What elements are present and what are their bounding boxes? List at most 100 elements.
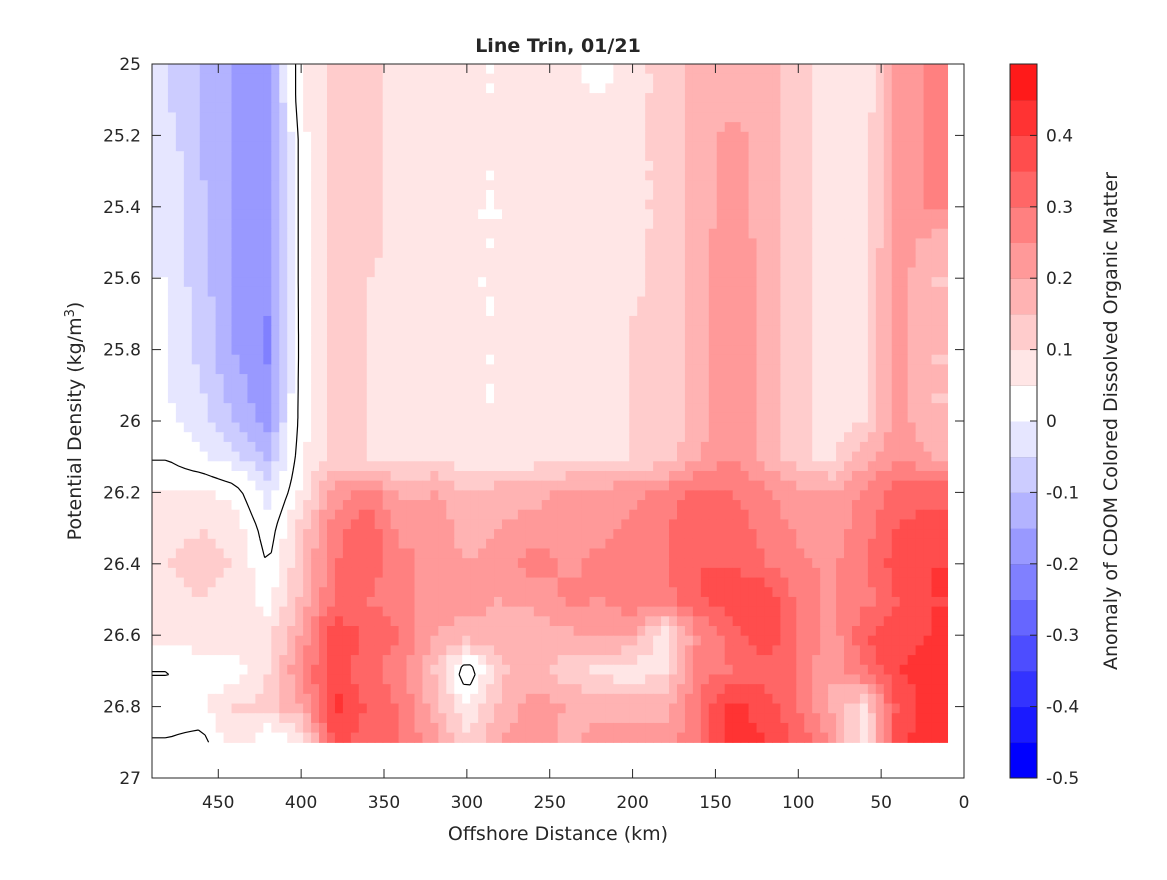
contour-cell [446,509,455,521]
contour-cell [820,500,829,511]
contour-cell [629,296,638,307]
contour-cell [764,102,774,114]
contour-cell [748,122,758,133]
contour-cell [438,383,447,395]
contour-cell [501,102,511,114]
contour-cell [159,412,169,424]
contour-cell [653,432,662,443]
contour-cell [700,393,710,404]
contour-cell [875,112,885,123]
contour-cell [271,93,280,104]
contour-cell [692,403,702,414]
contour-cell [748,151,758,162]
contour-cell [517,500,527,511]
contour-cell [669,151,678,162]
contour-cell [907,83,917,94]
contour-cell [772,296,781,307]
contour-cell [661,500,670,511]
contour-cell [191,122,201,133]
contour-cell [231,286,241,298]
contour-cell [470,364,479,375]
contour-cell [263,209,272,220]
contour-cell [152,441,161,453]
contour-cell [899,151,909,162]
contour-cell [509,529,519,540]
contour-cell [271,538,280,550]
contour-cell [462,209,471,220]
contour-cell [557,122,567,133]
contour-cell [486,141,495,152]
contour-cell [430,306,439,317]
contour-cell [501,422,511,433]
contour-cell [581,73,591,84]
contour-cell [175,141,185,152]
contour-cell [788,257,797,269]
contour-cell [549,199,559,210]
contour-cell [159,470,169,482]
contour-cell [772,112,781,123]
contour-cell [899,422,909,433]
contour-cell [215,461,225,472]
contour-cell [621,451,630,462]
contour-cell [398,141,408,152]
contour-cell [494,296,503,307]
contour-cell [541,306,551,317]
contour-cell [875,451,885,462]
contour-cell [597,64,606,75]
contour-cell [525,219,535,230]
contour-cell [350,257,360,269]
contour-cell [406,412,416,424]
contour-cell [844,112,853,123]
contour-cell [867,102,877,114]
contour-cell [215,73,225,84]
contour-cell [836,83,845,94]
contour-cell [295,364,304,375]
contour-cell [764,238,774,249]
contour-cell [796,519,805,530]
contour-cell [215,335,225,346]
contour-cell [740,83,750,94]
contour-cell [199,538,209,550]
contour-cell [613,509,622,521]
contour-cell [509,73,519,84]
contour-cell [533,374,543,385]
contour-cell [939,141,949,152]
contour-cell [382,199,392,210]
contour-cell [358,509,368,521]
contour-cell [207,500,217,511]
contour-cell [557,383,567,395]
contour-cell [263,461,272,472]
contour-cell [255,470,264,482]
contour-cell [390,470,400,482]
contour-cell [517,141,527,152]
contour-cell [867,451,877,462]
contour-cell [836,335,845,346]
contour-cell [899,519,909,530]
contour-cell [549,160,559,172]
contour-cell [279,238,288,249]
contour-cell [557,509,567,521]
contour-cell [446,441,455,453]
contour-cell [748,335,758,346]
contour-cell [573,141,583,152]
contour-cell [780,73,789,84]
contour-cell [883,189,893,201]
contour-cell [772,315,781,327]
contour-cell [501,335,511,346]
contour-cell [255,160,264,172]
contour-cell [382,412,392,424]
contour-cell [541,519,551,530]
contour-cell [605,93,614,104]
contour-cell [581,383,591,395]
contour-cell [589,257,599,269]
contour-cell [899,393,909,404]
contour-cell [899,335,909,346]
contour-cell [525,93,535,104]
contour-cell [334,131,344,143]
contour-cell [462,73,471,84]
contour-cell [509,64,519,75]
contour-cell [167,451,177,462]
contour-cell [501,180,511,191]
contour-cell [446,209,455,220]
contour-cell [772,180,781,191]
